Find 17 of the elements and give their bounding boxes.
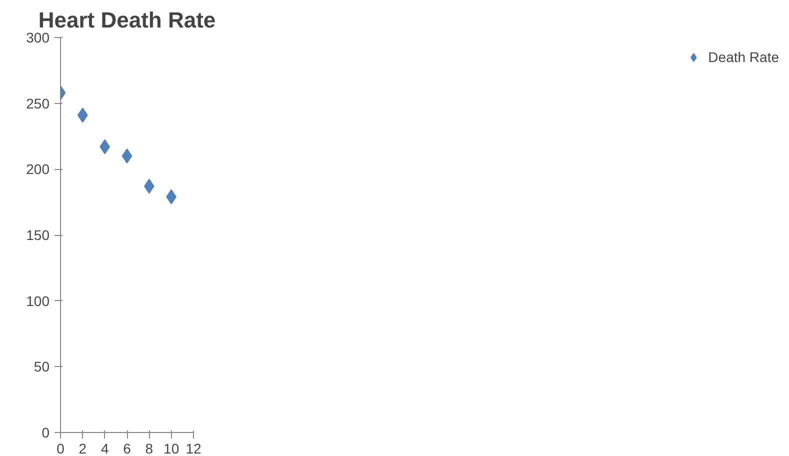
y-tick-label: 250	[26, 95, 50, 112]
x-tick-label: 8	[145, 440, 154, 456]
y-tick-label: 150	[26, 227, 50, 243]
y-tick-label: 200	[26, 161, 50, 178]
point	[122, 148, 132, 164]
x-tick-label: 0	[56, 440, 65, 456]
x-tick-label: 10	[164, 440, 180, 456]
y-tick-label: 0	[42, 424, 50, 440]
y-tick-label: 50	[34, 358, 50, 375]
x-tick-label: 2	[78, 440, 87, 456]
y-tick-label: 100	[26, 292, 50, 309]
x-tick-label: 6	[123, 440, 132, 456]
x-tick-label: 4	[100, 440, 109, 456]
legend-label: Death Rate	[708, 49, 779, 65]
chart-title: Heart Death Rate	[38, 8, 216, 32]
x-tick-label: 12	[186, 440, 202, 456]
y-tick-label: 300	[26, 30, 50, 46]
